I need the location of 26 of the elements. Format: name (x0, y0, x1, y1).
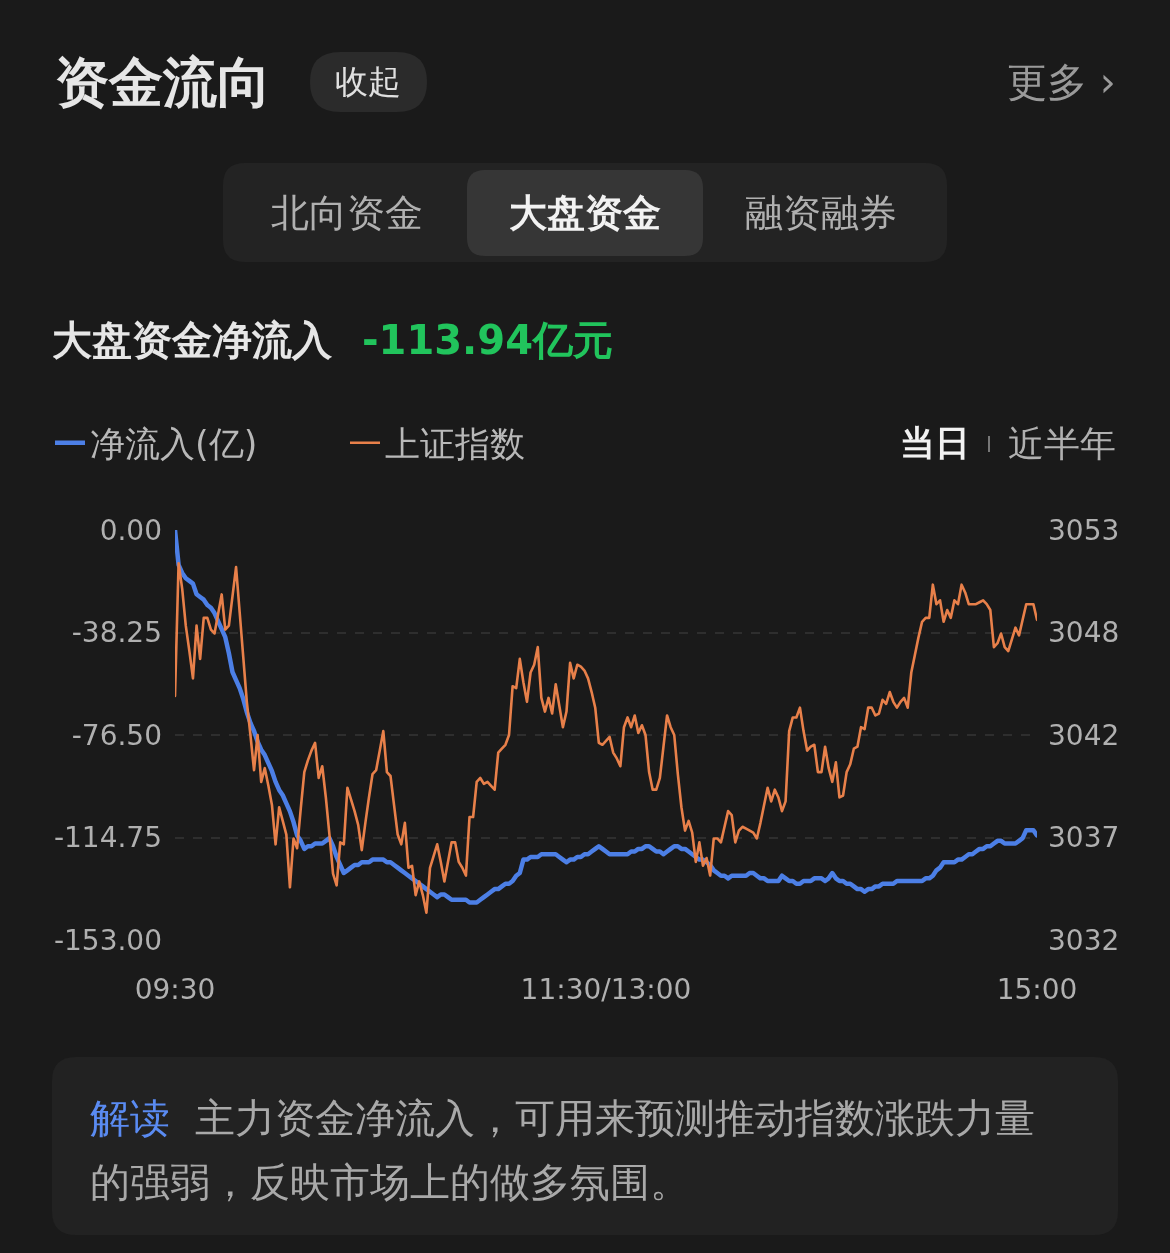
text: 更多 › (1007, 59, 1116, 105)
x-tick-label: 11:30/13:00 (520, 973, 692, 1006)
y2-tick-label: 3048 (1048, 616, 1120, 650)
text: 北向资金 (271, 191, 423, 235)
legend-label: 上证指数 (385, 424, 525, 465)
y2-tick-label: 3032 (1048, 923, 1120, 957)
text: 融资融券 (745, 191, 897, 235)
y-tick-label: -153.00 (53, 923, 162, 957)
y2-tick-label: 3053 (1048, 513, 1120, 547)
text: -113.94亿元 (362, 317, 613, 363)
y-tick-label: -76.50 (71, 718, 162, 752)
y-tick-label: 0.00 (99, 513, 162, 547)
chart-subtitle: 大盘资金净流入 (52, 317, 333, 363)
y-tick-label: -114.75 (53, 821, 162, 855)
text: 当日 (900, 423, 970, 463)
text: 大盘资金 (509, 191, 661, 235)
text: 解读 主力资金净流入，可用来预测推动指数涨跌力量的强弱，反映市场上的做多氛围。 (90, 1095, 1036, 1205)
x-tick-label: 09:30 (134, 973, 216, 1006)
y2-tick-label: 3037 (1048, 821, 1120, 855)
chart-title: 资金流向 (55, 50, 271, 114)
y-tick-label: -38.25 (71, 616, 162, 650)
x-tick-label: 15:00 (996, 973, 1078, 1006)
text: 近半年 (1008, 423, 1116, 464)
y2-tick-label: 3042 (1048, 718, 1120, 752)
text: 收起 (335, 62, 401, 101)
legend-label: 净流入(亿) (90, 424, 258, 465)
